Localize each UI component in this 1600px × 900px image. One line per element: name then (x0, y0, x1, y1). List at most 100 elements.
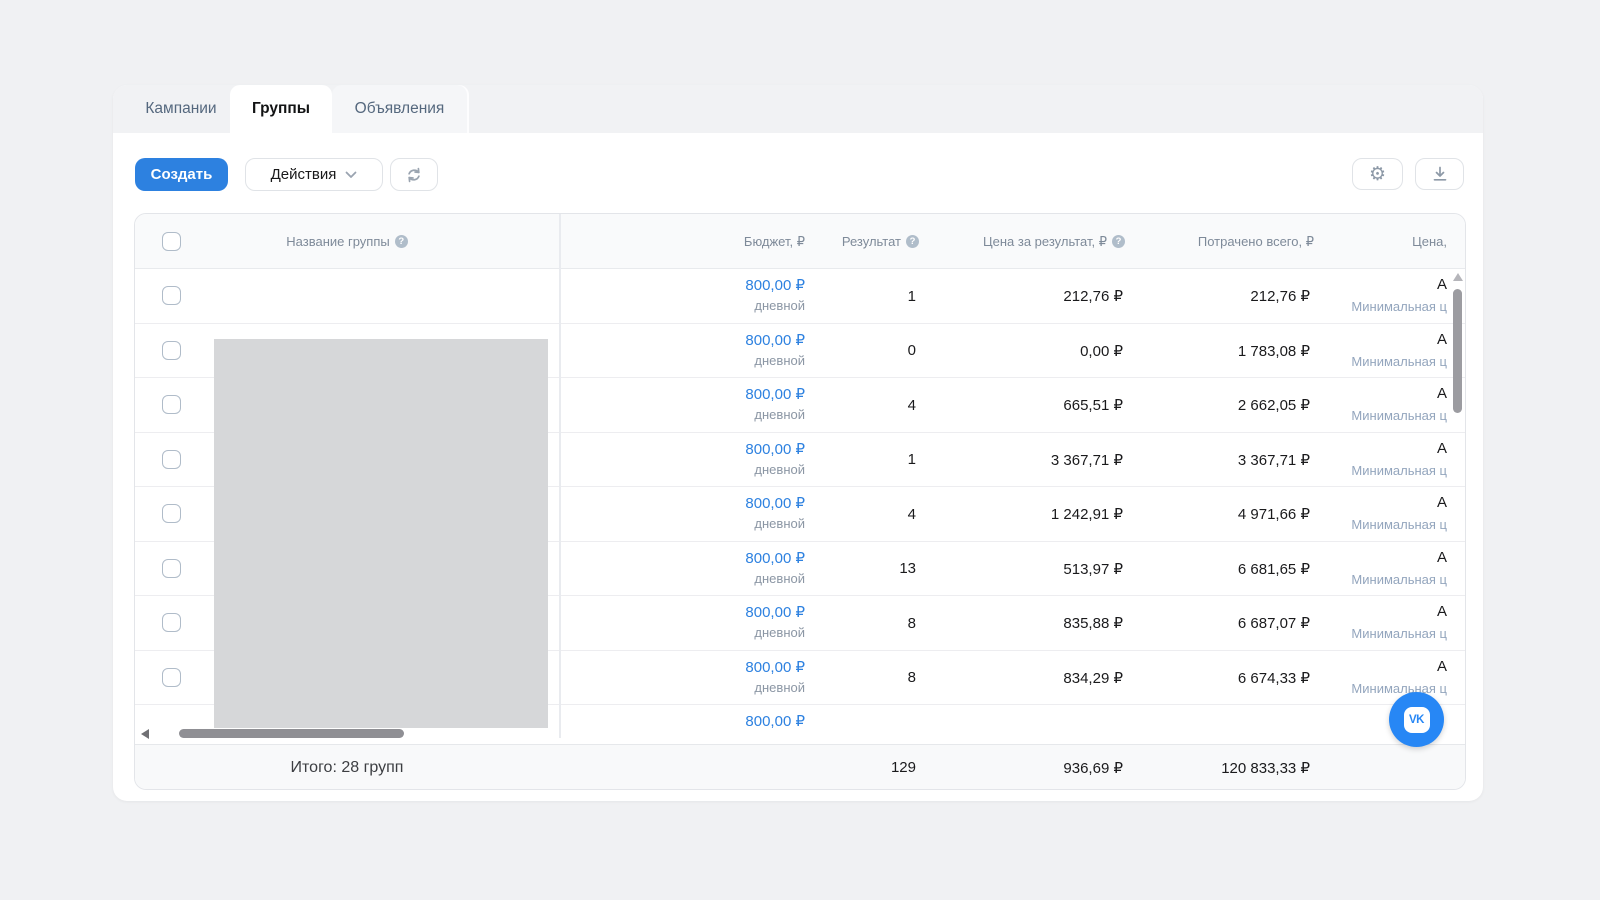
budget-value[interactable]: 800,00 ₽ (745, 549, 805, 567)
budget-type: дневной (754, 570, 805, 586)
cost-per-result-value: 3 367,71 ₽ (1050, 451, 1123, 469)
budget-type: дневной (754, 679, 805, 695)
result-value: 13 (899, 560, 916, 577)
budget-value[interactable]: 800,00 ₽ (745, 495, 805, 512)
export-download-button[interactable] (1415, 158, 1464, 190)
totals-label: Итого: 28 групп (290, 758, 404, 776)
cost-per-result-value: 212,76 ₽ (1063, 288, 1123, 305)
select-all-checkbox[interactable] (162, 232, 181, 251)
vk-support-bubble-button[interactable]: VK (1389, 692, 1444, 747)
price-strategy-value: А (1436, 439, 1447, 457)
row-checkbox[interactable] (162, 340, 181, 360)
price-strategy-value: А (1436, 494, 1447, 511)
budget-type: дневной (754, 352, 805, 368)
budget-type: дневной (754, 516, 805, 531)
tab-bar: Кампании Группы Объявления (113, 85, 1483, 133)
spent-total-value: 4 971,66 ₽ (1237, 506, 1310, 523)
result-value: 4 (907, 396, 916, 414)
budget-value[interactable]: 800,00 ₽ (745, 440, 805, 458)
budget-value[interactable]: 800,00 ₽ (745, 386, 805, 403)
price-strategy-value: А (1436, 548, 1447, 566)
horizontal-scrollbar-thumb[interactable] (179, 729, 404, 738)
cost-per-result-value: 835,88 ₽ (1063, 615, 1123, 632)
tab-groups[interactable]: Группы (232, 85, 330, 133)
table-row-partial: 800,00 ₽ (135, 705, 1465, 728)
budget-value[interactable]: 800,00 ₽ (745, 658, 805, 676)
redacted-group-names (214, 339, 548, 728)
budget-value[interactable]: 800,00 ₽ (745, 277, 805, 294)
result-value: 8 (907, 614, 916, 632)
spent-total-value: 2 662,05 ₽ (1237, 397, 1310, 414)
price-strategy-note: Минимальная ц (1351, 680, 1447, 696)
tab-campaigns[interactable]: Кампании (130, 85, 232, 133)
row-checkbox[interactable] (162, 449, 181, 469)
cost-per-result-value: 0,00 ₽ (1080, 342, 1123, 360)
result-value: 8 (907, 669, 916, 686)
price-strategy-value: А (1436, 330, 1447, 348)
price-strategy-value: А (1436, 385, 1447, 402)
price-strategy-note: Минимальная ц (1351, 299, 1447, 314)
vk-logo-icon: VK (1403, 706, 1430, 733)
budget-value[interactable]: 800,00 ₽ (745, 604, 805, 621)
spent-total-value: 6 681,65 ₽ (1237, 560, 1310, 578)
refresh-button[interactable] (390, 158, 438, 191)
row-checkbox[interactable] (162, 504, 181, 523)
price-strategy-value: А (1436, 603, 1447, 620)
result-value: 1 (907, 451, 916, 468)
help-icon[interactable] (1112, 235, 1125, 248)
budget-type: дневной (754, 407, 805, 422)
help-icon[interactable] (906, 235, 919, 248)
column-header-result: Результат (841, 234, 901, 249)
gear-icon: ⚙ (1368, 162, 1387, 185)
scroll-up-arrow[interactable] (1453, 273, 1463, 281)
row-checkbox[interactable] (162, 613, 181, 632)
table-row: 800,00 ₽ дневной 8 835,88 ₽ 6 687,07 ₽ А… (135, 596, 1465, 651)
table-row: 800,00 ₽ дневной 4 665,51 ₽ 2 662,05 ₽ А… (135, 378, 1465, 433)
column-header-cost-per-result: Цена за результат, ₽ (983, 233, 1107, 249)
column-header-spent-total: Потрачено всего, ₽ (1197, 233, 1314, 249)
totals-cost-per-result: 936,69 ₽ (1063, 759, 1123, 777)
budget-value[interactable]: 800,00 ₽ (745, 713, 805, 728)
table-row: 800,00 ₽ дневной 1 212,76 ₽ 212,76 ₽ А М… (135, 269, 1465, 324)
table-row: 800,00 ₽ дневной 13 513,97 ₽ 6 681,65 ₽ … (135, 542, 1465, 596)
result-value: 0 (907, 342, 916, 359)
download-icon (1430, 164, 1450, 184)
price-strategy-note: Минимальная ц (1351, 626, 1447, 641)
table-row: 800,00 ₽ дневной 1 3 367,71 ₽ 3 367,71 ₽… (135, 433, 1465, 487)
row-checkbox[interactable] (162, 558, 181, 578)
column-header-group-name: Название группы (286, 234, 390, 249)
vertical-scrollbar-thumb[interactable] (1453, 289, 1462, 413)
column-header-price: Цена, (1412, 234, 1447, 249)
chevron-down-icon (345, 171, 357, 179)
row-checkbox[interactable] (162, 395, 181, 414)
spent-total-value: 3 367,71 ₽ (1237, 451, 1310, 469)
help-icon[interactable] (394, 235, 408, 248)
table-header-row: Название группы Бюджет, ₽ Результат Цена… (135, 214, 1465, 269)
spent-total-value: 6 674,33 ₽ (1237, 669, 1310, 687)
actions-label: Действия (270, 166, 337, 183)
budget-value[interactable]: 800,00 ₽ (745, 331, 805, 349)
cost-per-result-value: 513,97 ₽ (1063, 560, 1123, 578)
ads-manager-card: Кампании Группы Объявления Создать Дейст… (113, 85, 1483, 801)
refresh-icon (404, 165, 424, 185)
table-body: 800,00 ₽ дневной 1 212,76 ₽ 212,76 ₽ А М… (135, 269, 1465, 728)
cost-per-result-value: 834,29 ₽ (1063, 669, 1123, 687)
price-strategy-note: Минимальная ц (1351, 353, 1447, 369)
row-checkbox[interactable] (162, 286, 181, 305)
scroll-left-arrow[interactable] (141, 729, 149, 739)
result-value: 1 (907, 287, 916, 305)
spent-total-value: 6 687,07 ₽ (1237, 615, 1310, 632)
result-value: 4 (907, 505, 916, 523)
row-checkbox[interactable] (162, 667, 181, 687)
create-button[interactable]: Создать (135, 158, 228, 191)
actions-dropdown-button[interactable]: Действия (245, 158, 383, 191)
table-row: 800,00 ₽ дневной 0 0,00 ₽ 1 783,08 ₽ А М… (135, 324, 1465, 378)
tab-ads[interactable]: Объявления (332, 85, 467, 133)
spent-total-value: 212,76 ₽ (1250, 288, 1310, 305)
price-strategy-value: А (1436, 276, 1447, 293)
table-row: 800,00 ₽ дневной 4 1 242,91 ₽ 4 971,66 ₽… (135, 487, 1465, 542)
spent-total-value: 1 783,08 ₽ (1237, 342, 1310, 360)
groups-table: Название группы Бюджет, ₽ Результат Цена… (134, 213, 1466, 790)
price-strategy-note: Минимальная ц (1351, 408, 1447, 423)
table-settings-button[interactable]: ⚙ (1352, 158, 1403, 190)
